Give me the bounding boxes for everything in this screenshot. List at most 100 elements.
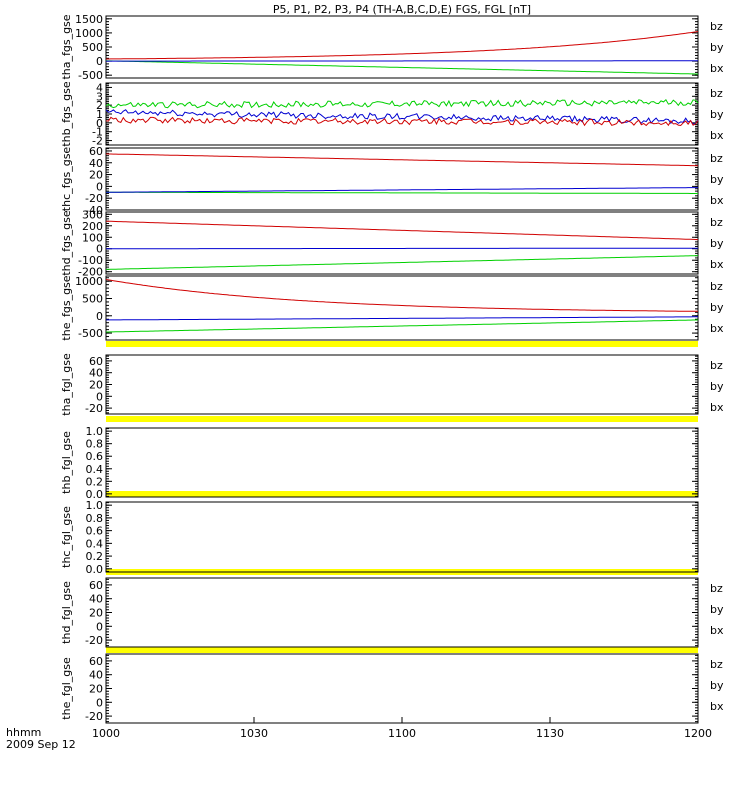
series-bz [105, 116, 699, 127]
chart-title: P5, P1, P2, P3, P4 (TH-A,B,C,D,E) FGS, F… [273, 3, 531, 16]
legend-by: by [710, 380, 724, 393]
y-tick-label: 200 [82, 220, 103, 233]
data-flag-bar-3 [106, 491, 698, 497]
y-axis-label: thc_fgs_gse [60, 147, 73, 212]
panel-7: 1.00.80.60.40.20.0 thb_fgl_gse [60, 425, 699, 501]
y-axis-label: thc_fgl_gse [60, 506, 73, 568]
series-by [106, 319, 699, 333]
series-bz [105, 220, 699, 241]
x-tick-label: 1000 [92, 727, 120, 740]
y-tick-label: 0 [96, 117, 103, 130]
y-tick-label: 3 [96, 90, 103, 103]
x-tick-label: 1030 [240, 727, 268, 740]
y-tick-label: -20 [85, 634, 103, 647]
data-flag-bar-1 [106, 341, 698, 347]
y-tick-label: -1 [92, 126, 103, 139]
series-by [105, 60, 699, 75]
y-tick-label: 100 [82, 231, 103, 244]
legend-bx: bx [710, 401, 724, 414]
y-tick-label: 0.2 [86, 550, 104, 563]
legend-by: by [710, 237, 724, 250]
date-label: 2009 Sep 12 [6, 738, 76, 751]
panel-frame [105, 211, 699, 275]
y-tick-label: 1 [96, 108, 103, 121]
y-tick-label: 60 [89, 355, 103, 368]
y-tick-label: 20 [89, 683, 103, 696]
legend-bz: bz [710, 20, 723, 33]
legend-bx: bx [710, 322, 724, 335]
series-bx [106, 187, 698, 193]
data-flag-bar-5 [106, 647, 698, 653]
y-tick-label: 0 [96, 390, 103, 403]
series-bz [105, 153, 698, 167]
legend-bz: bz [710, 359, 723, 372]
legend-bx: bx [710, 258, 724, 271]
legend-bz: bz [710, 582, 723, 595]
y-axis-label: tha_fgl_gse [60, 353, 73, 416]
y-tick-label: 300 [82, 208, 103, 221]
y-tick-label: 20 [89, 169, 103, 182]
series-by [106, 255, 699, 270]
y-tick-label: 0 [96, 620, 103, 633]
y-tick-label: -100 [78, 254, 103, 267]
y-axis-label: thb_fgl_gse [60, 431, 73, 494]
y-tick-label: -500 [78, 327, 103, 340]
y-tick-label: 1.0 [86, 499, 104, 512]
panel-frame [105, 501, 699, 573]
legend-bz: bz [710, 87, 723, 100]
panel-frame [105, 577, 699, 648]
y-tick-label: 0 [96, 243, 103, 256]
data-flag-bar-2 [106, 416, 698, 422]
y-tick-label: 0.6 [86, 450, 104, 463]
y-tick-label: 4 [96, 81, 103, 94]
y-tick-label: 60 [89, 145, 103, 158]
y-axis-label: thd_fgl_gse [60, 581, 73, 644]
y-tick-label: 0.8 [86, 512, 104, 525]
legend-bz: bz [710, 216, 723, 229]
y-tick-label: 0.6 [86, 525, 104, 538]
legend-bx: bx [710, 129, 724, 142]
legend-by: by [710, 173, 724, 186]
y-tick-label: 20 [89, 607, 103, 620]
y-tick-label: 1.0 [86, 425, 104, 438]
legend-bz: bz [710, 152, 723, 165]
series-by [106, 191, 698, 194]
y-tick-label: 0.4 [86, 463, 104, 476]
y-tick-label: 2 [96, 99, 103, 112]
y-tick-label: 20 [89, 379, 103, 392]
y-tick-label: -20 [85, 402, 103, 415]
y-tick-label: 0.0 [86, 488, 104, 501]
y-tick-label: 0 [96, 180, 103, 193]
y-tick-label: 1500 [75, 13, 103, 26]
y-tick-label: 0.4 [86, 537, 104, 550]
x-tick-label: 1100 [388, 727, 416, 740]
legend-bx: bx [710, 62, 724, 75]
y-tick-label: 60 [89, 655, 103, 668]
y-tick-label: 500 [82, 292, 103, 305]
legend-bx: bx [710, 700, 724, 713]
y-tick-label: -2 [92, 135, 103, 148]
series-bx [105, 109, 699, 125]
y-tick-label: -500 [78, 69, 103, 82]
x-tick-label: 1130 [536, 727, 564, 740]
y-tick-label: -20 [85, 710, 103, 723]
y-tick-label: -20 [85, 192, 103, 205]
y-tick-label: 0.8 [86, 438, 104, 451]
legend-by: by [710, 603, 724, 616]
panel-5: 1000 500 0 -500 the_fgs_gse bz by bx [60, 275, 724, 340]
panel-8: 1.00.80.60.40.20.0 thc_fgl_gse [60, 499, 699, 576]
y-tick-label: 40 [89, 367, 103, 380]
y-tick-label: 40 [89, 157, 103, 170]
panel-frame [105, 354, 699, 415]
legend-by: by [710, 679, 724, 692]
y-tick-label: -200 [78, 266, 103, 279]
series-bz [106, 31, 699, 60]
